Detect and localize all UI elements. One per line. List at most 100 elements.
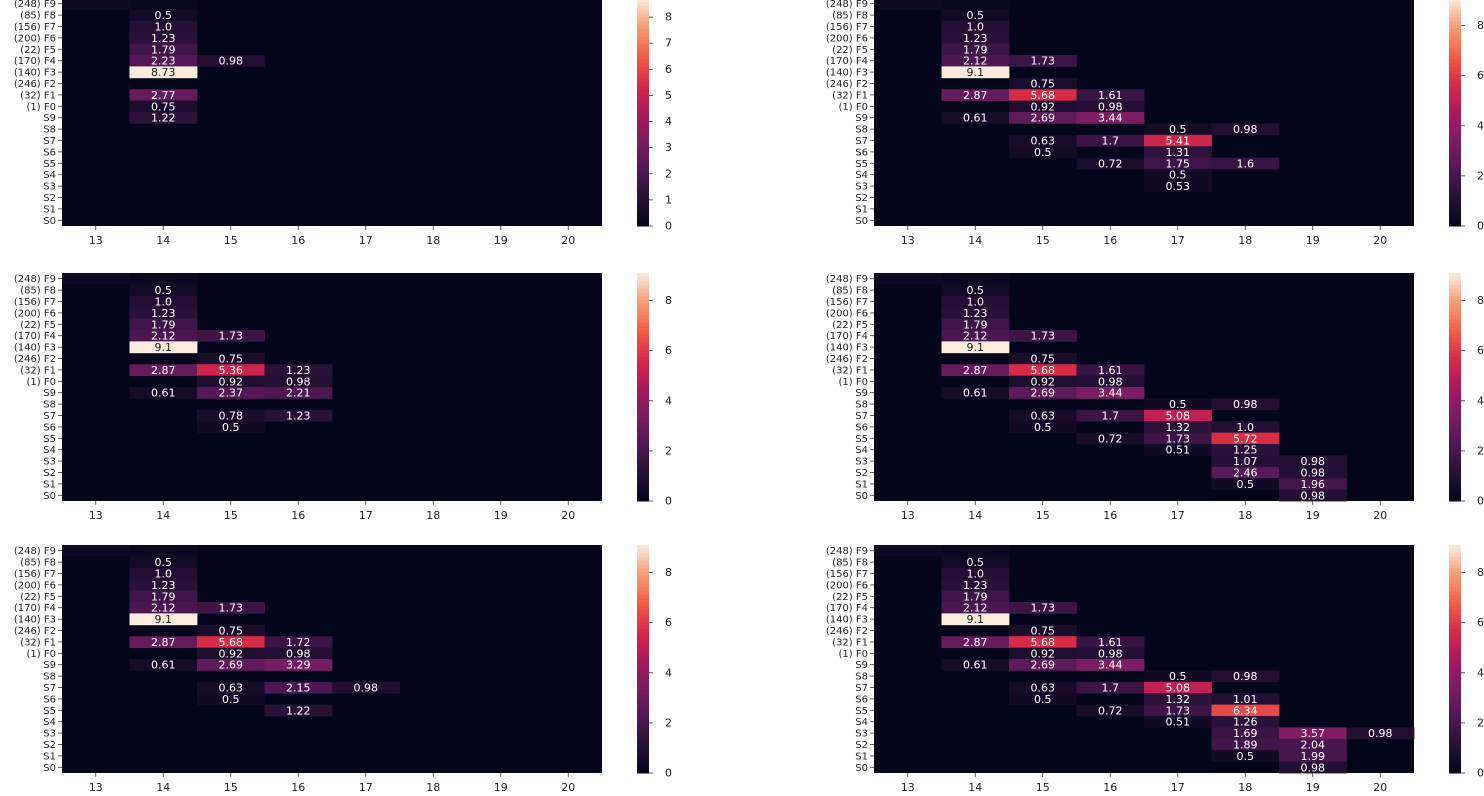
- y-tick-label: S8: [43, 400, 56, 411]
- cell-value-label: 1.69: [1233, 727, 1258, 740]
- heatmap-cell: [941, 590, 1010, 603]
- colorbar-segment: [637, 746, 649, 751]
- y-tick-label: S0: [43, 216, 56, 227]
- cell-value-label: 3.44: [1098, 659, 1123, 672]
- y-tick-label: (140) F3: [826, 343, 868, 354]
- cell-value-label: 0.53: [1166, 180, 1191, 193]
- colorbar-segment: [637, 489, 649, 494]
- colorbar-segment: [1449, 161, 1461, 166]
- x-tick-label: 15: [1036, 509, 1050, 522]
- colorbar-segment: [637, 184, 649, 189]
- y-tick-label: S2: [43, 193, 56, 204]
- cell-value-label: 1.07: [1233, 455, 1258, 468]
- colorbar-segment: [637, 621, 649, 626]
- heatmap-cell: [874, 545, 942, 557]
- cell-value-label: 0.75: [1031, 78, 1056, 91]
- cell-value-label: 0.5: [967, 556, 985, 569]
- heatmap-cell: [197, 364, 265, 376]
- heatmap-cell: [1279, 489, 1347, 502]
- y-tick-label: (1) F0: [27, 377, 56, 388]
- heatmap-cell: [1009, 681, 1077, 694]
- cell-value-label: 3.44: [1098, 112, 1123, 125]
- cell-value-label: 1.7: [1102, 682, 1120, 695]
- heatmap-cell: [129, 636, 198, 648]
- y-tick-label: (200) F6: [14, 33, 56, 44]
- colorbar-segment: [637, 455, 649, 460]
- colorbar-segment: [1449, 409, 1461, 415]
- heatmap-cell: [1009, 602, 1077, 614]
- colorbar-segment: [1449, 624, 1461, 630]
- colorbar-segment: [637, 757, 649, 763]
- x-tick-label: 17: [359, 234, 373, 247]
- colorbar-tick-label: 0: [1477, 495, 1484, 508]
- y-tick-label: S7: [855, 136, 868, 147]
- colorbar-segment: [1449, 322, 1461, 327]
- y-tick-label: S5: [855, 434, 868, 445]
- heatmap-cell: [1009, 693, 1077, 705]
- colorbar-segment: [637, 636, 649, 641]
- colorbar-segment: [637, 288, 649, 293]
- heatmap-cell: [1076, 387, 1145, 399]
- colorbar-tick-label: 7: [665, 37, 672, 50]
- heatmap-cell: [62, 0, 130, 10]
- colorbar-segment: [1449, 39, 1461, 45]
- colorbar-segment: [637, 32, 649, 37]
- heatmap-cell: [129, 567, 198, 580]
- heatmap-cell: [941, 556, 1010, 569]
- colorbar-segment: [1449, 761, 1461, 766]
- colorbar-segment: [637, 24, 649, 29]
- colorbar-segment: [637, 20, 649, 26]
- colorbar-segment: [637, 716, 649, 721]
- colorbar-segment: [637, 314, 649, 320]
- colorbar-segment: [637, 482, 649, 487]
- y-tick-label: S8: [855, 400, 868, 411]
- colorbar-segment: [1449, 360, 1461, 365]
- y-tick-label: S6: [855, 422, 868, 433]
- colorbar-segment: [1449, 9, 1461, 14]
- y-tick-label: (170) F4: [826, 331, 868, 342]
- cell-value-label: 0.98: [1098, 100, 1123, 113]
- colorbar-segment: [1449, 478, 1461, 483]
- x-tick-label: 14: [968, 509, 982, 522]
- colorbar-segment: [1449, 746, 1461, 751]
- colorbar-segment: [637, 318, 649, 323]
- colorbar-tick-label: 8: [665, 294, 672, 307]
- y-tick-label: (200) F6: [826, 33, 868, 44]
- heatmap-cell: [1009, 387, 1077, 399]
- colorbar-segment: [1449, 451, 1461, 456]
- heatmap-cell: [941, 567, 1010, 580]
- colorbar-segment: [1449, 157, 1461, 162]
- x-tick-label: 19: [494, 234, 508, 247]
- heatmap-cell: [941, 341, 1010, 354]
- colorbar-segment: [637, 108, 649, 113]
- colorbar-segment: [1449, 276, 1461, 282]
- cell-value-label: 1.7: [1102, 135, 1120, 148]
- colorbar-segment: [1449, 425, 1461, 430]
- heatmap-cell: [941, 55, 1010, 67]
- colorbar-segment: [637, 552, 649, 557]
- colorbar-segment: [1449, 96, 1461, 102]
- colorbar-segment: [637, 123, 649, 128]
- heatmap-cell: [1076, 100, 1145, 113]
- cell-value-label: 0.75: [1031, 625, 1056, 638]
- heatmap-cell: [197, 681, 265, 694]
- heatmap-cell: [129, 66, 198, 79]
- colorbar-segment: [1449, 184, 1461, 189]
- colorbar-segment: [637, 470, 649, 475]
- x-tick-label: 19: [1306, 781, 1320, 794]
- cell-value-label: 1.73: [1031, 330, 1056, 343]
- y-tick-label: S7: [855, 683, 868, 694]
- heatmap-cell: [1144, 123, 1212, 136]
- colorbar-segment: [637, 153, 649, 159]
- colorbar-segment: [1449, 470, 1461, 475]
- x-tick-label: 19: [494, 509, 508, 522]
- y-tick-label: S9: [43, 660, 56, 671]
- cell-value-label: 0.5: [222, 693, 240, 706]
- y-tick-label: S2: [43, 468, 56, 479]
- heatmap-cell: [129, 579, 198, 591]
- cell-value-label: 2.04: [1301, 739, 1326, 752]
- heatmap-panel-1: 0.51.01.231.792.23 0.98 8.73 2.770.751.22 (2…: [14, 0, 672, 247]
- colorbar-segment: [1449, 662, 1461, 668]
- colorbar-segment: [637, 93, 649, 98]
- heatmap-cell: [1279, 466, 1347, 479]
